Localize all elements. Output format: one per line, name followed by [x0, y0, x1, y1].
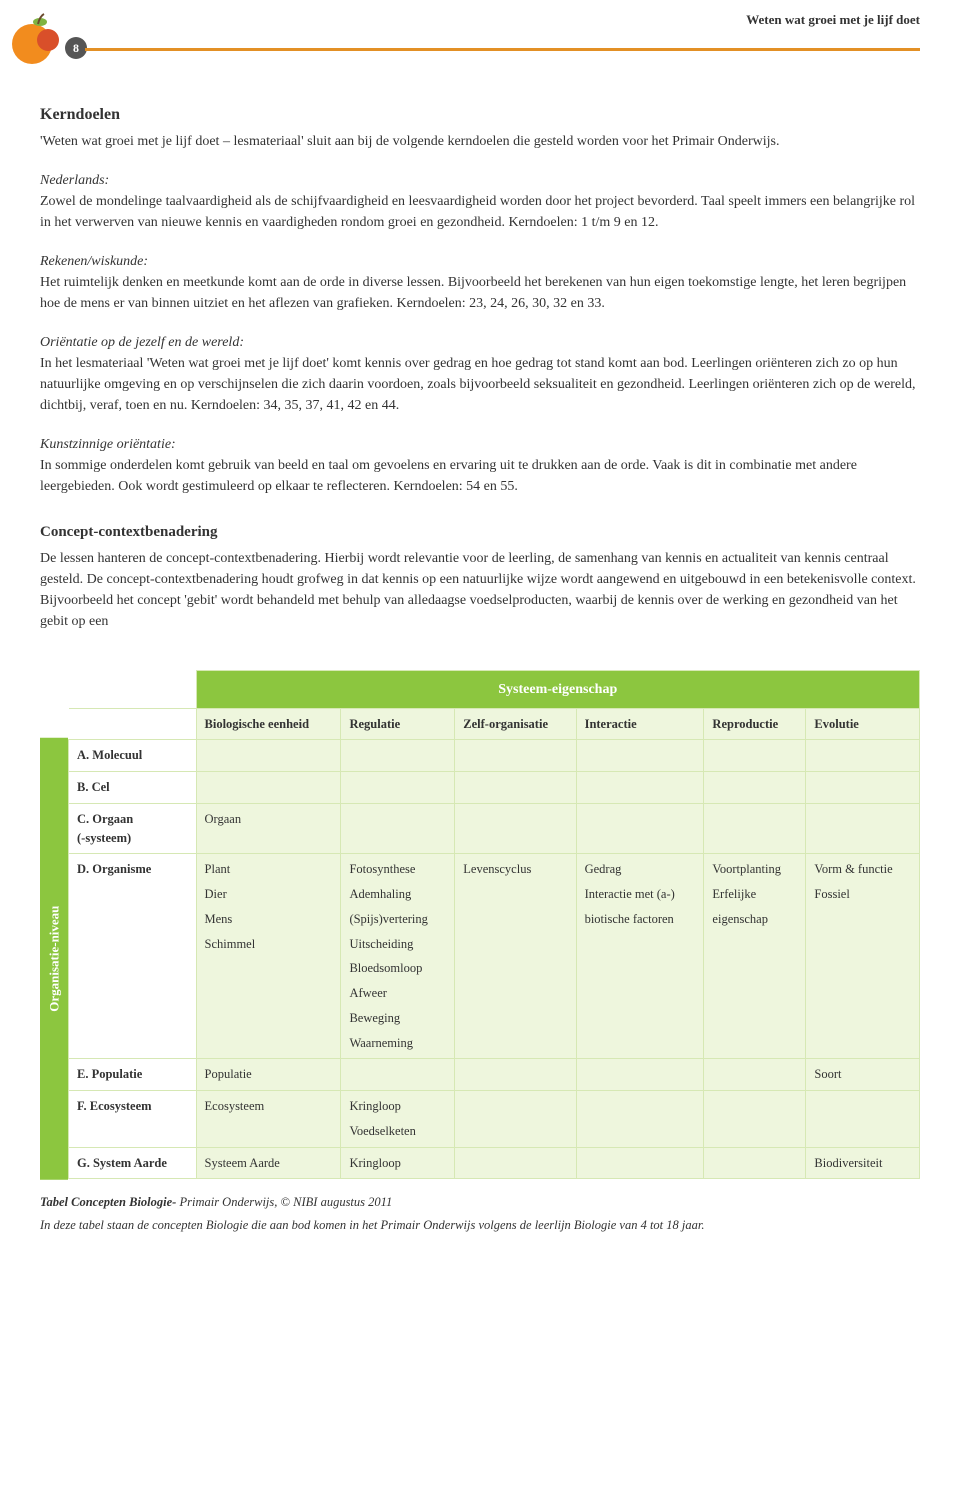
table-cell: [704, 1091, 806, 1148]
table-cell: Levenscyclus: [455, 854, 576, 1059]
row-head: A. Molecuul: [69, 740, 197, 772]
table-cell: KringloopVoedselketen: [341, 1091, 455, 1148]
table-cell: [341, 740, 455, 772]
side-label: Organisatie-niveau: [40, 738, 68, 1180]
table-cell: PlantDierMensSchimmel: [196, 854, 341, 1059]
table-header-row: Biologische eenheid Regulatie Zelf-organ…: [69, 708, 920, 740]
col-2: Zelf-organisatie: [455, 708, 576, 740]
table-cell: Kringloop: [341, 1147, 455, 1179]
table-cell: [576, 740, 704, 772]
table-cell: [806, 803, 920, 854]
table-cell: Ecosysteem: [196, 1091, 341, 1148]
page-header: 8 Weten wat groei met je lijf doet: [0, 0, 960, 70]
table-row: A. Molecuul: [69, 740, 920, 772]
col-0: Biologische eenheid: [196, 708, 341, 740]
table-wrap: Organisatie-niveau Systeem-eigenschap Bi…: [0, 670, 960, 1190]
running-title: Weten wat groei met je lijf doet: [746, 10, 920, 30]
table-cell: [455, 1059, 576, 1091]
table-cell: [455, 1091, 576, 1148]
table-cell: [704, 772, 806, 804]
row-head: G. System Aarde: [69, 1147, 197, 1179]
orientatie-block: Oriëntatie op de jezelf en de wereld: In…: [40, 332, 920, 416]
table-row: D. OrganismePlantDierMensSchimmelFotosyn…: [69, 854, 920, 1059]
table-cell: [196, 772, 341, 804]
row-head: D. Organisme: [69, 854, 197, 1059]
table-cell: [806, 740, 920, 772]
concept-title: Concept-contextbenadering: [40, 521, 920, 544]
table-cell: [576, 772, 704, 804]
row-head: C. Orgaan(-systeem): [69, 803, 197, 854]
table-cell: [455, 772, 576, 804]
nederlands-label: Nederlands:: [40, 173, 109, 188]
table-cell: GedragInteractie met (a-)biotische facto…: [576, 854, 704, 1059]
table-cell: [704, 803, 806, 854]
table-cell: Populatie: [196, 1059, 341, 1091]
table-cell: [341, 1059, 455, 1091]
table-cell: [196, 740, 341, 772]
table-cell: [455, 740, 576, 772]
table-row: E. PopulatiePopulatie Soort: [69, 1059, 920, 1091]
concept-table: Systeem-eigenschap Biologische eenheid R…: [68, 670, 920, 1180]
table-cell: [341, 803, 455, 854]
rekenen-label: Rekenen/wiskunde:: [40, 254, 148, 269]
table-spanner: Systeem-eigenschap: [196, 670, 919, 708]
orientatie-label: Oriëntatie op de jezelf en de wereld:: [40, 335, 244, 350]
kunst-block: Kunstzinnige oriëntatie: In sommige onde…: [40, 434, 920, 497]
table-row: G. System AardeSysteem AardeKringloop Bio…: [69, 1147, 920, 1179]
body-content: Kerndoelen 'Weten wat groei met je lijf …: [0, 73, 960, 670]
orientatie-text: In het lesmateriaal 'Weten wat groei met…: [40, 356, 915, 413]
table-cell: [455, 1147, 576, 1179]
row-head: E. Populatie: [69, 1059, 197, 1091]
table-cell: [341, 772, 455, 804]
table-caption: Tabel Concepten Biologie- Primair Onderw…: [0, 1189, 960, 1255]
table-cell: Vorm & functieFossiel: [806, 854, 920, 1059]
table-cell: Systeem Aarde: [196, 1147, 341, 1179]
col-5: Evolutie: [806, 708, 920, 740]
rekenen-text: Het ruimtelijk denken en meetkunde komt …: [40, 275, 906, 311]
table-cell: Biodiversiteit: [806, 1147, 920, 1179]
table-cell: [576, 1091, 704, 1148]
nederlands-text: Zowel de mondelinge taalvaardigheid als …: [40, 194, 915, 230]
kunst-label: Kunstzinnige oriëntatie:: [40, 437, 176, 452]
table-cell: [576, 1147, 704, 1179]
table-cell: VoortplantingErfelijkeeigenschap: [704, 854, 806, 1059]
table-row: C. Orgaan(-systeem)Orgaan: [69, 803, 920, 854]
table-cell: [455, 803, 576, 854]
caption-line2: In deze tabel staan de concepten Biologi…: [40, 1216, 920, 1235]
table-cell: FotosyntheseAdemhaling(Spijs)verteringUi…: [341, 854, 455, 1059]
table-row: B. Cel: [69, 772, 920, 804]
col-1: Regulatie: [341, 708, 455, 740]
row-head: B. Cel: [69, 772, 197, 804]
table-cell: [806, 772, 920, 804]
table-cell: [704, 740, 806, 772]
table-cell: [576, 803, 704, 854]
kunst-text: In sommige onderdelen komt gebruik van b…: [40, 458, 857, 494]
concept-text: De lessen hanteren de concept-contextben…: [40, 548, 920, 632]
table-cell: [576, 1059, 704, 1091]
fruit-icon: [10, 10, 70, 70]
kerndoelen-intro: 'Weten wat groei met je lijf doet – lesm…: [40, 131, 920, 152]
table-cell: Orgaan: [196, 803, 341, 854]
page-number-badge: 8: [65, 37, 87, 59]
col-3: Interactie: [576, 708, 704, 740]
table-cell: Soort: [806, 1059, 920, 1091]
table-cell: [704, 1147, 806, 1179]
caption-bold: Tabel Concepten Biologie-: [40, 1195, 176, 1209]
table-cell: [806, 1091, 920, 1148]
col-4: Reproductie: [704, 708, 806, 740]
table-cell: [704, 1059, 806, 1091]
header-rule: [85, 48, 920, 51]
rekenen-block: Rekenen/wiskunde: Het ruimtelijk denken …: [40, 251, 920, 314]
table-row: F. EcosysteemEcosysteemKringloopVoedselk…: [69, 1091, 920, 1148]
row-head: F. Ecosysteem: [69, 1091, 197, 1148]
caption-rest: Primair Onderwijs, © NIBI augustus 2011: [176, 1195, 392, 1209]
nederlands-block: Nederlands: Zowel de mondelinge taalvaar…: [40, 170, 920, 233]
kerndoelen-title: Kerndoelen: [40, 103, 920, 127]
